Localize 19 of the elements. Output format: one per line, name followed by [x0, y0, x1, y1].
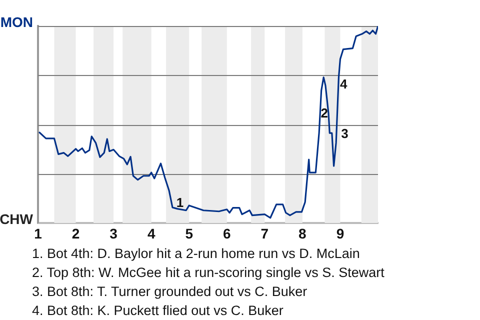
x-tick-label: 1	[34, 225, 42, 242]
text: 1. Bot 4th: D. Baylor hit a 2-run home run vs D. McLain	[32, 245, 361, 263]
x-tick-label: 5	[185, 225, 194, 242]
text: 3. Bot 8th: T. Turner grounded out vs C. Buker	[32, 283, 308, 301]
x-tick-label: 4	[147, 225, 156, 242]
ref-line-label: MON	[0, 14, 33, 30]
ref-line-label: CHW	[0, 211, 34, 228]
x-tick-label: 9	[336, 225, 344, 242]
x-tick-label: 2	[72, 225, 80, 242]
annotation: 2	[320, 105, 328, 120]
annotation: 4	[340, 76, 348, 92]
x-tick-label: 7	[260, 225, 269, 242]
x-tick-label: 3	[110, 225, 118, 242]
x-tick-label: 8	[298, 225, 307, 242]
text: 4. Bot 8th: K. Puckett flied out vs C. Buker	[32, 302, 284, 320]
text: 2. Top 8th: W. McGee hit a run-scoring single vs S. Stewart	[32, 264, 384, 282]
x-tick-label: 6	[222, 225, 231, 242]
annotation: 1	[176, 195, 184, 210]
annotation: 3	[341, 126, 348, 142]
